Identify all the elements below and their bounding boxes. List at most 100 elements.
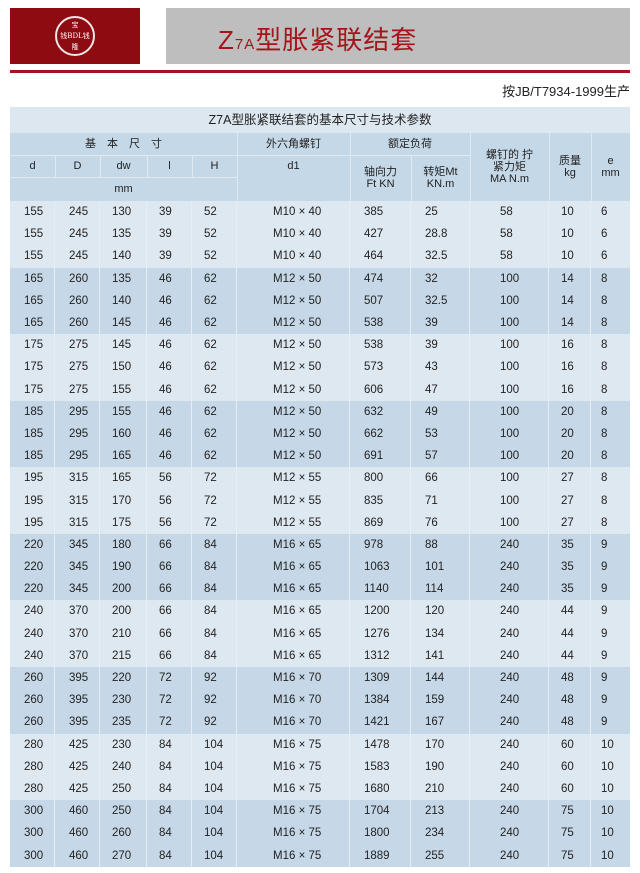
cell-axial-force: 538 bbox=[350, 311, 411, 335]
cell-D: 275 bbox=[55, 378, 100, 401]
cell-axial-force: 1384 bbox=[350, 689, 411, 712]
cell-dw: 235 bbox=[100, 711, 147, 734]
cell-d1: M16 × 70 bbox=[237, 666, 350, 690]
cell-e: 6 bbox=[601, 206, 608, 219]
cell-d: 280 bbox=[10, 755, 55, 778]
cell-mass: 60 bbox=[549, 755, 591, 778]
cell-axial-force: 474 bbox=[350, 267, 411, 290]
cell-torque: 49 bbox=[411, 400, 470, 423]
spec-table: Z7A型胀紧联结套的基本尺寸与技术参数 基 本 尺 寸 外六角螺钉 额定负荷 螺… bbox=[10, 107, 630, 867]
cell-d: 280 bbox=[10, 777, 55, 801]
table-row: 155 245 135 39 52 M10 × 40 427 28.8 58 10 6 bbox=[10, 223, 630, 246]
cell-D: 315 bbox=[55, 511, 100, 534]
cell-dw: 260 bbox=[100, 822, 147, 845]
cell-tightening-torque: 240 bbox=[470, 800, 549, 823]
cell-axial-force: 1312 bbox=[350, 644, 411, 667]
cell-tightening-torque: 240 bbox=[470, 777, 549, 801]
cell-l: 72 bbox=[147, 711, 192, 734]
cell-torque: 57 bbox=[411, 445, 470, 468]
cell-torque: 170 bbox=[411, 733, 470, 756]
cell-tightening-torque: 100 bbox=[470, 289, 549, 312]
cell-dw: 165 bbox=[100, 467, 147, 490]
cell-e: 8 bbox=[601, 472, 608, 485]
header-d: d bbox=[29, 160, 36, 172]
cell-d: 185 bbox=[10, 400, 55, 423]
table-row: 220 345 180 66 84 M16 × 65 978 88 240 35 9 bbox=[10, 533, 630, 556]
cell-mass: 60 bbox=[549, 777, 591, 801]
cell-dw: 190 bbox=[100, 556, 147, 579]
logo-text-top: 宝 bbox=[71, 20, 79, 29]
cell-tightening-torque: 100 bbox=[470, 267, 549, 290]
cell-d: 175 bbox=[10, 378, 55, 401]
cell-D: 460 bbox=[55, 844, 100, 867]
cell-tightening-torque: 58 bbox=[470, 223, 549, 246]
cell-torque: 144 bbox=[411, 666, 470, 690]
cell-D: 370 bbox=[55, 644, 100, 667]
cell-axial-force: 1200 bbox=[350, 600, 411, 623]
cell-d1: M16 × 75 bbox=[237, 777, 350, 801]
cell-l: 84 bbox=[147, 800, 192, 823]
cell-l: 46 bbox=[147, 289, 192, 312]
cell-tightening-torque: 100 bbox=[470, 467, 549, 490]
cell-l: 46 bbox=[147, 311, 192, 335]
cell-axial-force: 427 bbox=[350, 223, 411, 246]
cell-d1: M16 × 65 bbox=[237, 578, 350, 601]
cell-mass: 60 bbox=[549, 733, 591, 756]
cell-dw: 230 bbox=[100, 733, 147, 756]
cell-H: 62 bbox=[192, 289, 237, 312]
cell-d: 220 bbox=[10, 533, 55, 556]
title-prefix: Z bbox=[218, 25, 235, 55]
cell-H: 72 bbox=[192, 467, 237, 490]
cell-d: 185 bbox=[10, 445, 55, 468]
cell-H: 92 bbox=[192, 711, 237, 734]
cell-torque: 28.8 bbox=[411, 223, 470, 246]
cell-dw: 150 bbox=[100, 356, 147, 379]
cell-dw: 250 bbox=[100, 777, 147, 801]
table-row: 300 460 260 84 104 M16 × 75 1800 234 240 75 10 bbox=[10, 822, 630, 845]
cell-tightening-torque: 100 bbox=[470, 511, 549, 534]
table-row: 195 315 175 56 72 M12 × 55 869 76 100 27 8 bbox=[10, 511, 630, 534]
cell-e: 8 bbox=[601, 361, 608, 374]
cell-l: 66 bbox=[147, 556, 192, 579]
cell-H: 62 bbox=[192, 445, 237, 468]
cell-e: 9 bbox=[601, 583, 608, 596]
cell-D: 425 bbox=[55, 755, 100, 778]
cell-H: 104 bbox=[192, 733, 237, 756]
table-header: 基 本 尺 寸 外六角螺钉 额定负荷 螺钉的 拧紧力矩 MA N.m 质量 kg… bbox=[10, 133, 630, 201]
cell-H: 72 bbox=[192, 489, 237, 512]
cell-d1: M16 × 75 bbox=[237, 733, 350, 756]
cell-d1: M12 × 55 bbox=[237, 467, 350, 490]
cell-H: 104 bbox=[192, 777, 237, 801]
cell-mass: 48 bbox=[549, 711, 591, 734]
cell-D: 315 bbox=[55, 489, 100, 512]
cell-H: 84 bbox=[192, 533, 237, 556]
table-row: 240 370 200 66 84 M16 × 65 1200 120 240 44 9 bbox=[10, 600, 630, 623]
cell-torque: 25 bbox=[411, 201, 470, 224]
cell-tightening-torque: 240 bbox=[470, 711, 549, 734]
cell-dw: 230 bbox=[100, 689, 147, 712]
cell-d1: M12 × 50 bbox=[237, 445, 350, 468]
cell-D: 345 bbox=[55, 556, 100, 579]
cell-H: 52 bbox=[192, 201, 237, 224]
cell-D: 245 bbox=[55, 201, 100, 224]
cell-H: 52 bbox=[192, 245, 237, 268]
cell-d: 195 bbox=[10, 511, 55, 534]
cell-e: 9 bbox=[601, 605, 608, 618]
cell-dw: 215 bbox=[100, 644, 147, 667]
cell-d1: M12 × 50 bbox=[237, 311, 350, 335]
table-row: 260 395 235 72 92 M16 × 70 1421 167 240 48 9 bbox=[10, 711, 630, 734]
cell-d1: M12 × 55 bbox=[237, 511, 350, 534]
cell-axial-force: 835 bbox=[350, 489, 411, 512]
table-row: 195 315 170 56 72 M12 × 55 835 71 100 27 8 bbox=[10, 489, 630, 512]
cell-mass: 14 bbox=[549, 311, 591, 335]
cell-d: 220 bbox=[10, 556, 55, 579]
cell-D: 460 bbox=[55, 800, 100, 823]
cell-l: 46 bbox=[147, 334, 192, 357]
cell-e: 9 bbox=[601, 538, 608, 551]
cell-D: 460 bbox=[55, 822, 100, 845]
cell-d1: M12 × 50 bbox=[237, 400, 350, 423]
cell-e: 8 bbox=[601, 317, 608, 330]
cell-mass: 35 bbox=[549, 578, 591, 601]
cell-d1: M16 × 65 bbox=[237, 556, 350, 579]
cell-e: 8 bbox=[601, 294, 608, 307]
